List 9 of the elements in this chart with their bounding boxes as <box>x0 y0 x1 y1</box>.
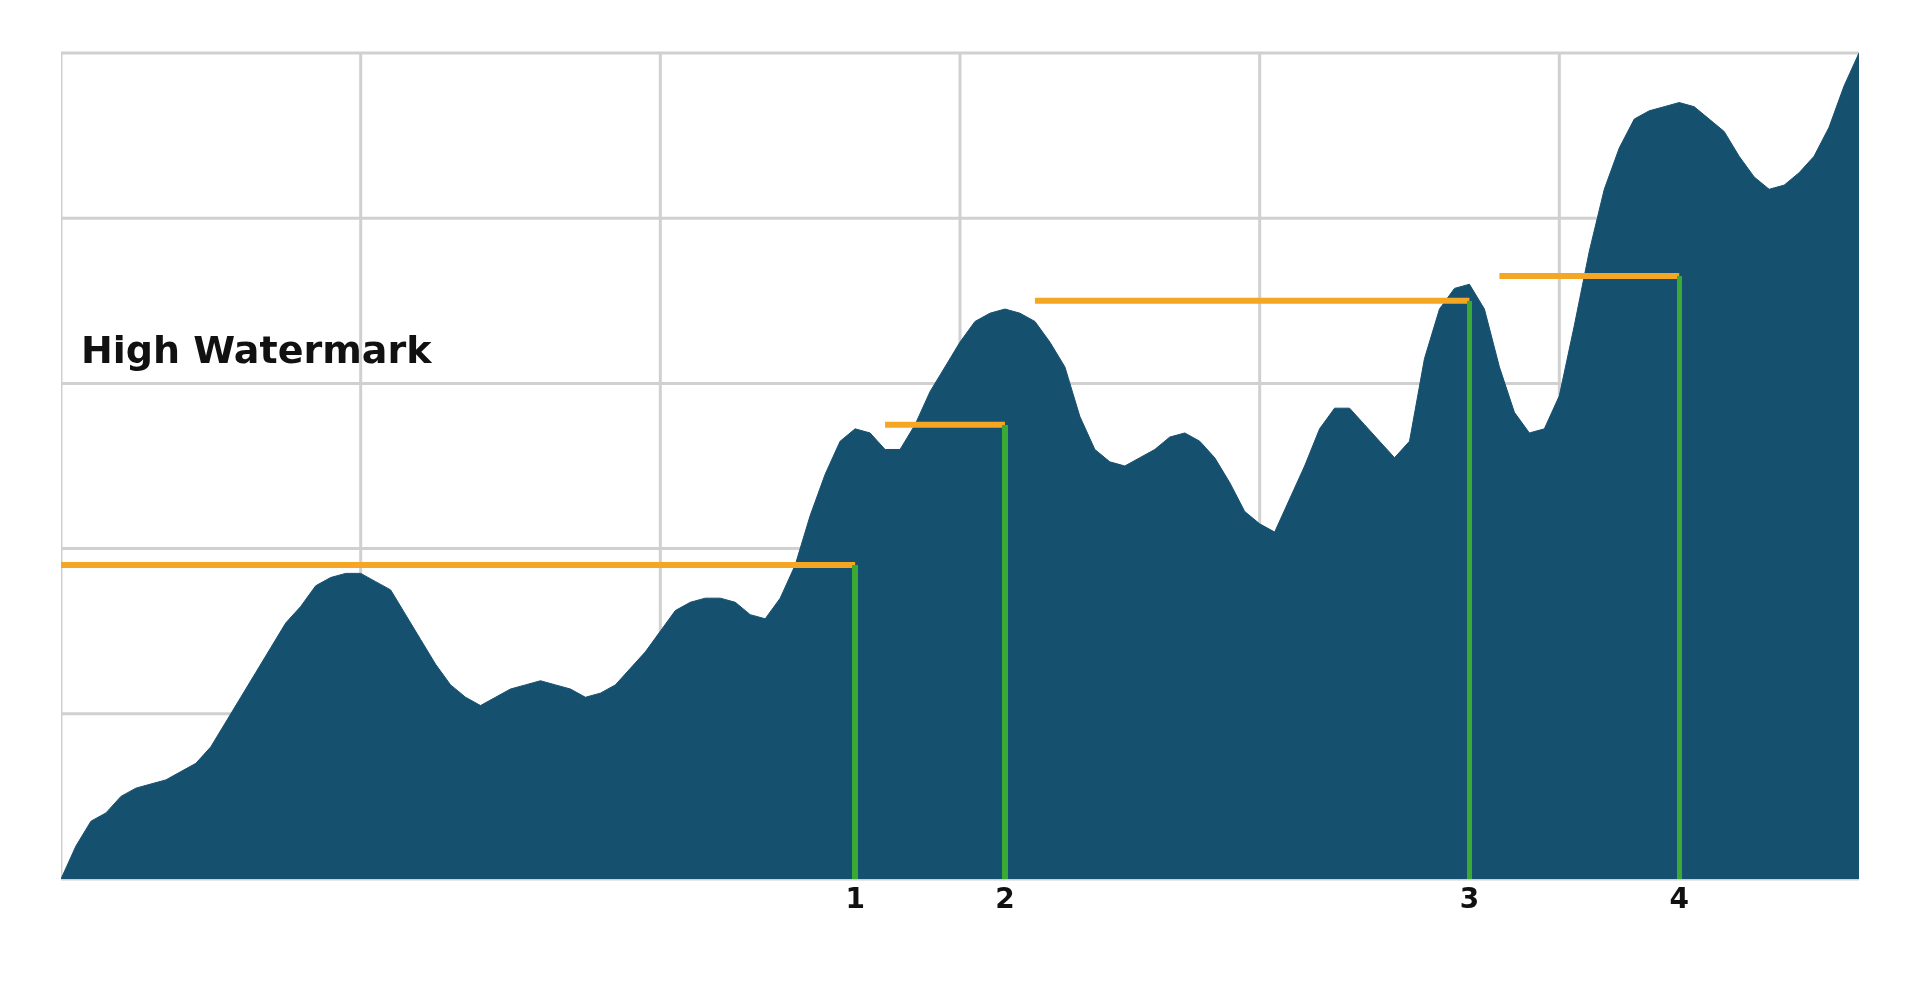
annotation: High Watermark <box>81 328 433 372</box>
x-tick-label: 2 <box>995 882 1015 915</box>
bar <box>1677 276 1682 879</box>
bar <box>1467 301 1472 879</box>
x-tick-label: 3 <box>1459 882 1480 915</box>
bar <box>852 565 858 879</box>
x-tick-label: 1 <box>845 882 865 915</box>
x-tick-label: 4 <box>1669 882 1689 915</box>
bar <box>1002 425 1008 879</box>
